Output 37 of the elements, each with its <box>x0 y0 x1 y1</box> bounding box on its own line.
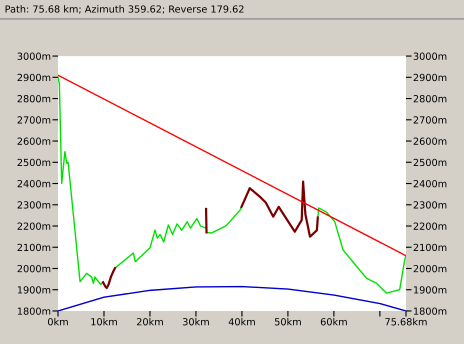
y2-tick-label: 2300m <box>414 201 446 209</box>
y-tick-label: 2300m <box>18 201 50 209</box>
y2-tick-label: 2000m <box>414 264 446 272</box>
y2-tick-label: 2500m <box>414 158 446 166</box>
y2-tick-label: 2900m <box>414 74 446 82</box>
line-series <box>102 266 116 290</box>
y-tick-label: 2700m <box>18 116 50 124</box>
x-tick-label: 30km <box>182 318 209 326</box>
x-tick-label: 75.68km <box>385 318 427 326</box>
y-tick-label: 2200m <box>18 222 50 230</box>
y-tick-label: 2500m <box>18 158 50 166</box>
y2-tick-label: 2100m <box>414 244 446 252</box>
x-tick-label: 60km <box>320 318 347 326</box>
x-tick-label: 10km <box>91 318 117 326</box>
y2-tick-label: 1800m <box>414 307 446 315</box>
y-tick-label: 3000m <box>18 52 50 60</box>
y2-tick-label: 2200m <box>414 222 446 230</box>
y-tick-label: 2100m <box>18 244 50 252</box>
y-tick-label: 2800m <box>18 95 50 102</box>
y-tick-label: 2900m <box>18 74 50 82</box>
y2-tick-label: 2600m <box>414 138 446 145</box>
y-tick-label: 1800m <box>18 307 50 315</box>
y-tick-label: 2000m <box>18 264 50 272</box>
y-tick-label: 2600m <box>18 138 50 145</box>
x-tick-label: 50km <box>274 318 301 326</box>
y-tick-label: 1900m <box>18 286 50 294</box>
line-series <box>58 286 406 311</box>
y2-tick-label: 2400m <box>414 180 446 188</box>
y2-tick-label: 1900m <box>414 286 446 294</box>
y2-tick-label: 3000m <box>414 52 446 60</box>
y2-tick-label: 2700m <box>414 116 446 124</box>
chart-title: Path: 75.68 km; Azimuth 359.62; Reverse 179.62 <box>6 5 244 14</box>
y-tick-label: 2400m <box>18 180 50 188</box>
x-tick-label: 20km <box>136 318 163 326</box>
x-tick-label: 40km <box>228 318 255 326</box>
x-tick-label: 0km <box>48 318 68 326</box>
y2-tick-label: 2800m <box>414 95 446 102</box>
